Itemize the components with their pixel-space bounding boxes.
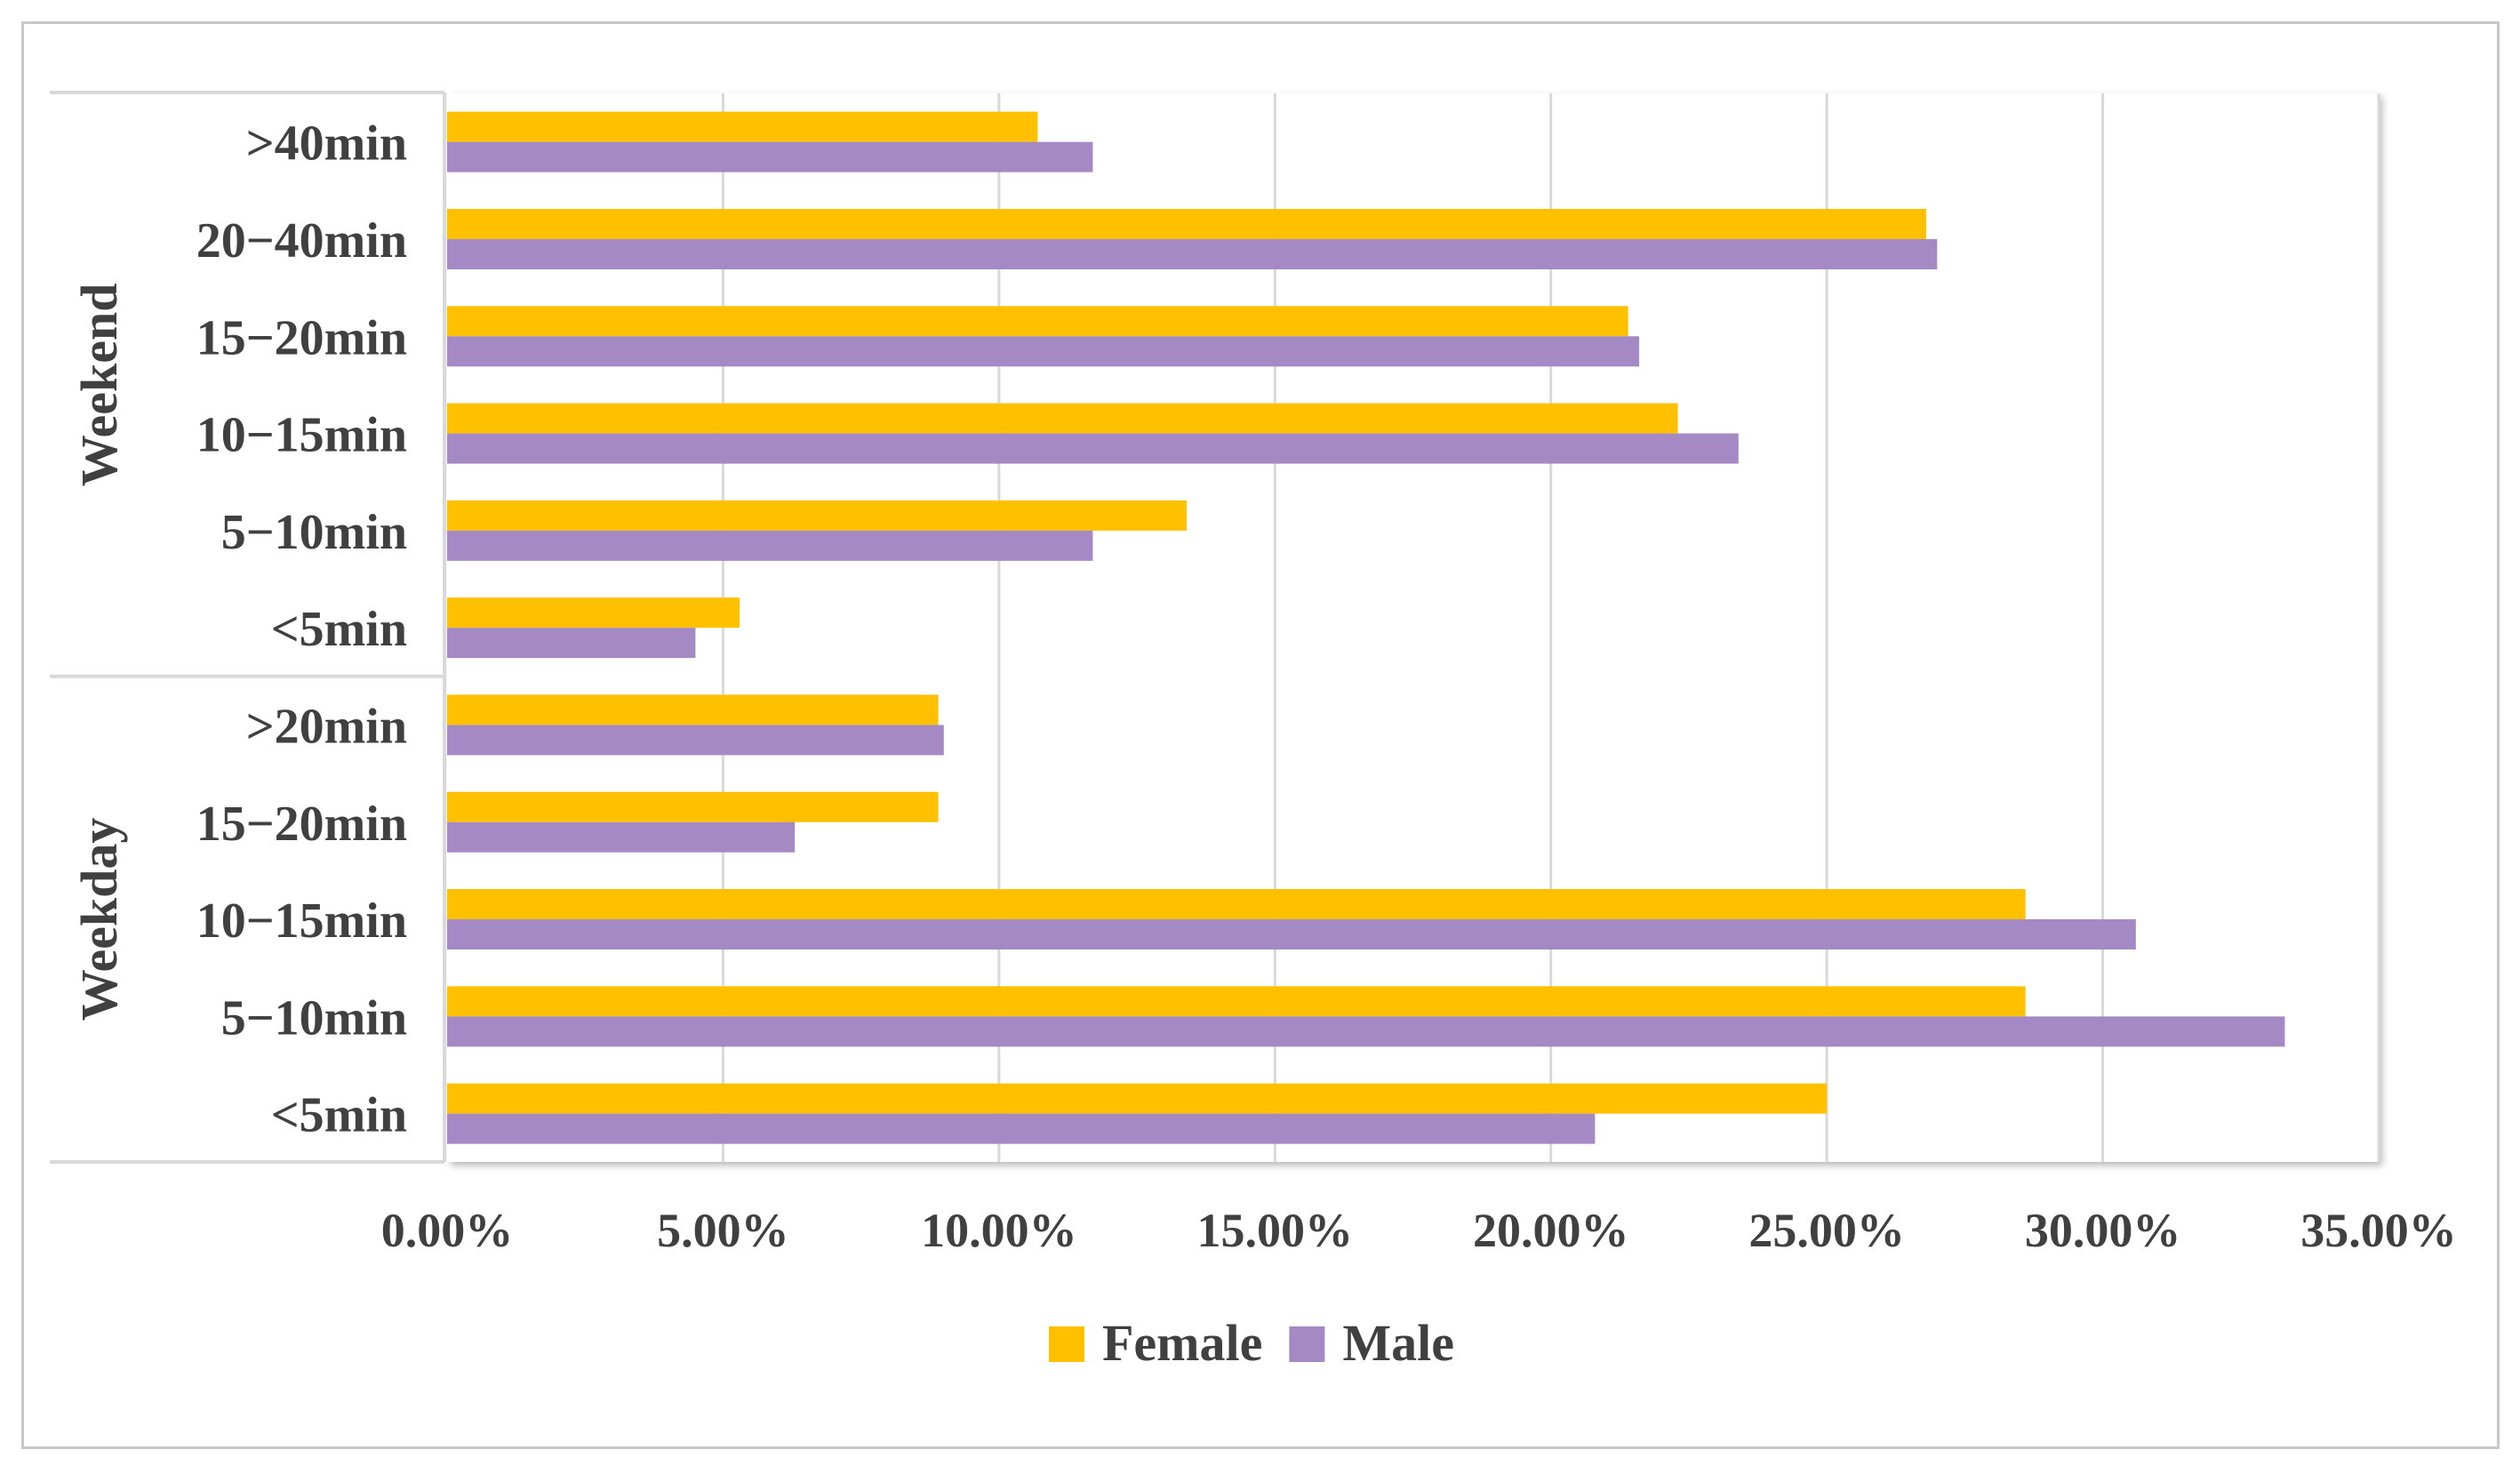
axis-structure: [50, 91, 446, 1164]
bar-male: [447, 1113, 1596, 1144]
bar-male: [447, 530, 1093, 561]
bar-male: [447, 919, 2136, 950]
x-tick-label: 20.00%: [1473, 1204, 1629, 1257]
x-tick-label: 10.00%: [921, 1204, 1077, 1257]
y-category-label: 5−10min: [221, 505, 407, 560]
x-tick-label: 30.00%: [2025, 1204, 2181, 1257]
group-label-weekday: Weekday: [70, 818, 128, 1021]
bar-female: [447, 1083, 1828, 1114]
gridlines: [721, 93, 2380, 1162]
group-label-weekend: Weekend: [70, 283, 128, 486]
x-tick-label: 35.00%: [2300, 1204, 2457, 1257]
bar-female: [447, 306, 1628, 337]
bar-male: [447, 141, 1093, 172]
bar-male: [447, 336, 1640, 367]
bar-female: [447, 986, 2026, 1017]
legend-swatch-female: [1049, 1326, 1084, 1362]
y-category-label: <5min: [271, 602, 407, 657]
bars: [447, 111, 2285, 1144]
y-category-label: 5−10min: [221, 990, 407, 1045]
y-category-label: <5min: [271, 1088, 407, 1143]
bar-male: [447, 433, 1739, 464]
y-category-label: 20−40min: [196, 213, 407, 268]
legend-swatch-male: [1289, 1326, 1325, 1362]
bar-female: [447, 889, 2026, 920]
bar-female: [447, 208, 1926, 239]
y-category-label: >20min: [246, 699, 407, 754]
y-category-label: 15−20min: [196, 310, 407, 365]
plot-area: [447, 93, 2379, 1162]
bar-male: [447, 725, 944, 756]
bar-male: [447, 821, 796, 853]
y-category-label: 10−15min: [196, 408, 407, 463]
bar-female: [447, 791, 939, 822]
bar-male: [447, 238, 1938, 269]
x-tick-label: 15.00%: [1197, 1204, 1354, 1257]
y-category-label: 10−15min: [196, 893, 407, 949]
x-tick-label: 25.00%: [1748, 1204, 1905, 1257]
bar-male: [447, 1016, 2285, 1047]
bar-female: [447, 694, 939, 725]
x-tick-label: 5.00%: [657, 1204, 789, 1257]
bar-female: [447, 500, 1187, 531]
bar-female: [447, 111, 1038, 142]
bar-female: [447, 597, 740, 629]
bar-male: [447, 628, 696, 659]
legend-label-male: Male: [1342, 1314, 1454, 1372]
y-category-label: >40min: [246, 116, 407, 172]
labels: 0.00% 5.00% 10.00% 15.00% 20.00% 25.00% 30.00%…: [70, 116, 2457, 1257]
y-category-label: 15−20min: [196, 797, 407, 852]
bar-female: [447, 403, 1678, 434]
x-tick-label: 0.00%: [381, 1204, 514, 1257]
legend-label-female: Female: [1102, 1314, 1262, 1372]
legend: Female Male: [1049, 1314, 1454, 1372]
